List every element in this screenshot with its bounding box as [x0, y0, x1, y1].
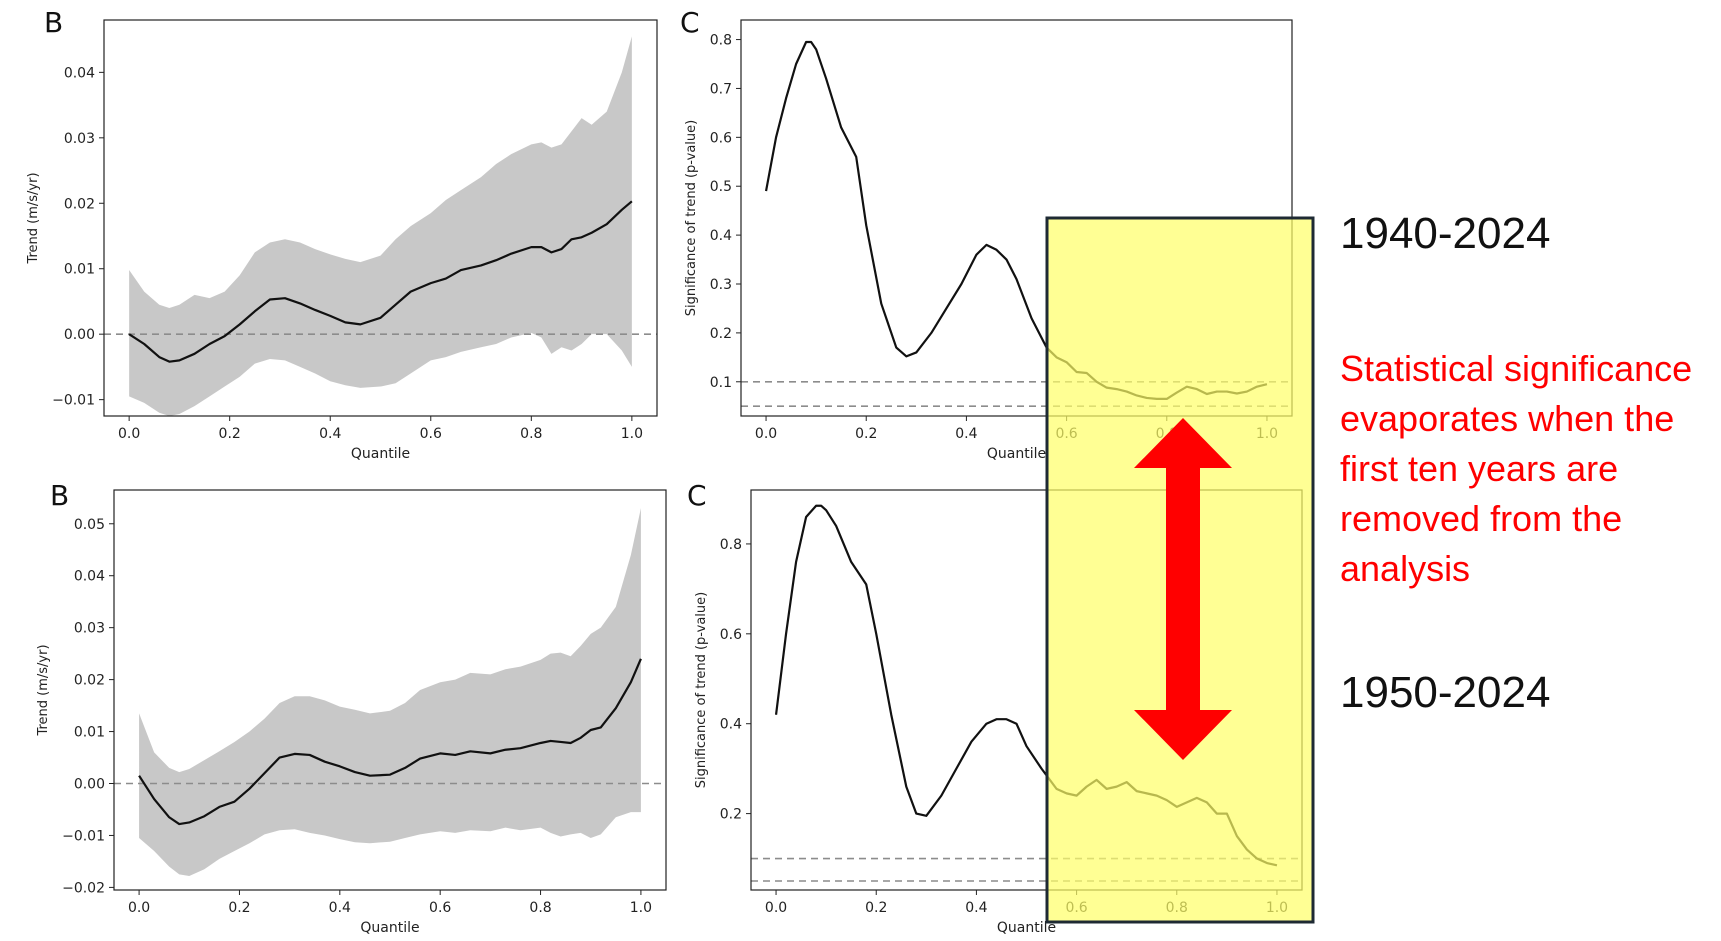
note-line: removed from the	[1340, 498, 1623, 539]
series-line	[128, 200, 633, 363]
panel-letter: C	[687, 479, 707, 512]
period-label-1950-2024: 1950-2024	[1340, 668, 1551, 717]
x-tick-label: 0.0	[128, 900, 150, 916]
x-axis-label: Quantile	[351, 446, 410, 462]
y-tick-label: 0.00	[74, 777, 105, 793]
y-tick-label: 0.04	[74, 569, 105, 585]
y-tick-label: 0.04	[64, 65, 95, 81]
note-line: first ten years are	[1340, 448, 1619, 489]
note-line: Statistical significance	[1340, 348, 1693, 389]
axes-frame	[113, 489, 667, 891]
x-axis-label: Quantile	[997, 920, 1056, 936]
y-tick-label: 0.02	[74, 673, 105, 689]
y-tick-label: 0.01	[74, 725, 105, 741]
y-axis-label: Trend (m/s/yr)	[26, 172, 41, 264]
panel-letter: C	[680, 6, 700, 39]
y-tick-label: 0.2	[710, 326, 732, 342]
x-tick-label: 0.8	[520, 426, 542, 442]
y-tick-label: 0.1	[710, 375, 732, 391]
confidence-band	[129, 36, 632, 417]
panel-b-1950-2024: 0.0 0.2 0.4 0.6 0.8 1.0 −0.02 −0.01 0.00 0.01 0.02…	[36, 479, 667, 936]
double-arrow-icon	[1134, 418, 1232, 760]
y-tick-label: −0.01	[52, 393, 95, 409]
y-axis-label: Trend (m/s/yr)	[36, 644, 51, 736]
y-tick-label: 0.00	[64, 327, 95, 343]
x-tick-label: 0.8	[529, 900, 551, 916]
y-tick-label: 0.8	[710, 33, 732, 49]
y-tick-label: 0.03	[74, 621, 105, 637]
period-label-1940-2024: 1940-2024	[1340, 209, 1551, 258]
y-axis-label: Significance of trend (p-value)	[694, 592, 709, 788]
note-line: evaporates when the	[1340, 398, 1675, 439]
x-tick-label: 0.0	[755, 426, 777, 442]
x-tick-label: 1.0	[621, 426, 643, 442]
y-tick-label: −0.02	[62, 880, 105, 896]
axes-frame	[103, 19, 658, 417]
x-axis-label: Quantile	[987, 446, 1046, 462]
y-tick-label: 0.3	[710, 277, 732, 293]
y-tick-label: 0.6	[720, 627, 742, 643]
panel-letter: B	[50, 479, 69, 512]
series-line	[138, 658, 642, 826]
y-tick-label: 0.8	[720, 537, 742, 553]
x-tick-label: 1.0	[630, 900, 652, 916]
y-tick-label: 0.03	[64, 131, 95, 147]
confidence-band	[139, 508, 641, 876]
x-tick-label: 0.0	[765, 900, 787, 916]
y-tick-label: 0.4	[710, 228, 732, 244]
x-tick-label: 0.0	[118, 426, 140, 442]
x-tick-label: 0.6	[429, 900, 451, 916]
x-axis-label: Quantile	[360, 920, 419, 936]
x-tick-label: 0.4	[955, 426, 977, 442]
y-tick-label: 0.7	[710, 81, 732, 97]
y-tick-label: 0.5	[710, 179, 732, 195]
significance-note: Statistical significance evaporates when…	[1340, 344, 1720, 594]
x-tick-label: 0.2	[855, 426, 877, 442]
y-tick-label: −0.01	[62, 828, 105, 844]
y-tick-label: 0.6	[710, 130, 732, 146]
note-line: analysis	[1340, 548, 1471, 589]
x-tick-label: 0.6	[420, 426, 442, 442]
panel-b-1940-2024: 0.0 0.2 0.4 0.6 0.8 1.0 −0.01 0.00 0.01 0.02 0.03 0…	[26, 6, 658, 462]
y-tick-label: 0.2	[720, 807, 742, 823]
x-tick-label: 0.4	[329, 900, 351, 916]
x-tick-label: 0.4	[319, 426, 341, 442]
x-tick-label: 0.4	[965, 900, 987, 916]
x-tick-label: 0.2	[219, 426, 241, 442]
y-tick-label: 0.4	[720, 717, 742, 733]
x-tick-label: 0.2	[228, 900, 250, 916]
y-tick-label: 0.01	[64, 262, 95, 278]
y-tick-label: 0.02	[64, 196, 95, 212]
y-axis-label: Significance of trend (p-value)	[684, 120, 699, 316]
y-tick-label: 0.05	[74, 517, 105, 533]
x-tick-label: 0.2	[865, 900, 887, 916]
panel-letter: B	[44, 6, 63, 39]
